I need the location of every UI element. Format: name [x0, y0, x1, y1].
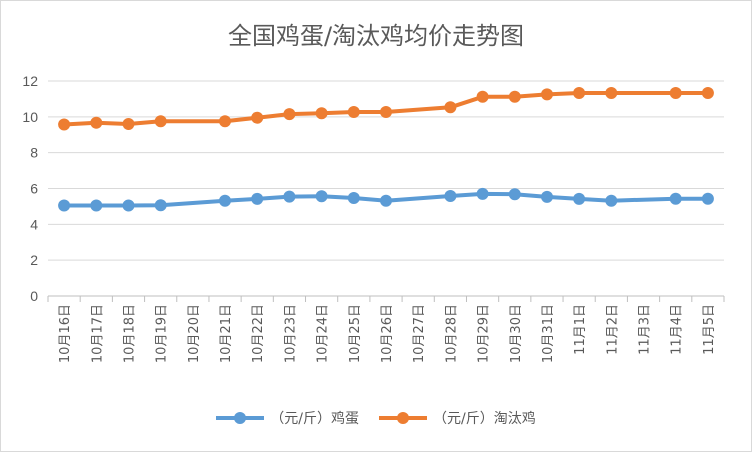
x-tick-label-7: 10月23日 [283, 304, 298, 363]
data-point-1-7 [283, 108, 296, 121]
data-point-0-5 [219, 194, 231, 207]
data-point-1-10 [380, 106, 392, 118]
legend-label-culled-hen: （元/斤）淘汰鸡 [433, 411, 536, 427]
data-point-0-10 [380, 194, 392, 207]
data-point-0-8 [315, 190, 328, 203]
data-point-0-7 [283, 190, 296, 203]
y-tick-label-10: 10 [22, 109, 38, 125]
data-point-0-6 [251, 192, 264, 205]
data-point-0-1 [90, 199, 103, 212]
y-tick-label-12: 12 [22, 73, 38, 89]
data-point-1-0 [58, 118, 71, 131]
data-point-1-5 [219, 115, 231, 128]
x-tick-label-4: 10月20日 [187, 304, 202, 363]
chart-title: 全国鸡蛋/淘汰鸡均价走势图 [227, 22, 525, 50]
x-tick-label-18: 11月3日 [638, 304, 653, 355]
data-point-0-14 [508, 188, 521, 201]
legend: （元/斤）鸡蛋 （元/斤）淘汰鸡 [0, 408, 752, 428]
legend-swatch-egg [216, 409, 265, 427]
data-point-1-6 [251, 111, 264, 124]
data-point-0-3 [154, 199, 167, 212]
x-tick-label-5: 10月21日 [219, 304, 234, 363]
data-point-0-2 [122, 199, 135, 212]
x-tick-label-17: 11月2日 [605, 304, 620, 355]
data-point-1-15 [541, 88, 553, 101]
x-tick-label-10: 10月26日 [380, 304, 395, 363]
y-tick-label-0: 0 [30, 288, 38, 304]
y-tick-label-8: 8 [30, 145, 38, 161]
x-tick-label-14: 10月30日 [509, 304, 524, 363]
data-point-1-16 [573, 87, 586, 99]
data-point-1-13 [476, 90, 489, 103]
x-tick-label-19: 11月4日 [670, 304, 685, 355]
x-tick-label-9: 10月25日 [348, 304, 363, 363]
x-tick-label-1: 10月17日 [90, 304, 105, 363]
x-tick-label-2: 10月18日 [122, 304, 137, 363]
data-point-1-9 [347, 106, 360, 118]
x-tick-label-6: 10月22日 [251, 304, 266, 363]
data-point-1-3 [154, 115, 167, 128]
x-tick-label-13: 10月29日 [477, 304, 492, 363]
data-point-1-2 [122, 118, 135, 130]
y-tick-label-4: 4 [30, 216, 38, 232]
data-point-0-15 [541, 190, 553, 203]
x-tick-label-0: 10月16日 [58, 304, 73, 363]
x-tick-label-8: 10月24日 [316, 304, 331, 363]
data-point-1-12 [444, 101, 457, 114]
y-axis-ticks: 0 2 4 6 8 10 12 [22, 73, 38, 304]
data-point-1-1 [90, 116, 103, 129]
legend-label-egg: （元/斤）鸡蛋 [270, 411, 359, 427]
data-point-0-20 [701, 192, 714, 205]
data-point-1-8 [315, 107, 328, 120]
x-tick-label-20: 11月5日 [702, 304, 717, 355]
legend-marker-culled-hen [397, 412, 409, 424]
x-tick-label-12: 10月28日 [444, 304, 459, 363]
x-tick-label-11: 10月27日 [412, 304, 427, 363]
x-axis-ticks: 10月16日 10月17日 10月18日 10月19日 10月20日 10月21日 10月2… [47, 296, 725, 363]
legend-entry-culled-hen: （元/斤）淘汰鸡 [379, 408, 536, 428]
legend-swatch-culled-hen [379, 409, 427, 427]
data-point-1-20 [701, 87, 714, 99]
legend-entry-egg: （元/斤）鸡蛋 [216, 408, 359, 428]
x-tick-label-3: 10月19日 [155, 304, 170, 363]
data-point-0-0 [58, 199, 71, 212]
data-point-0-9 [347, 192, 360, 204]
data-point-0-12 [444, 190, 457, 202]
x-tick-label-15: 10月31日 [541, 304, 556, 363]
data-point-1-19 [669, 87, 682, 99]
data-point-1-17 [605, 87, 618, 99]
data-point-0-13 [476, 187, 489, 200]
legend-marker-egg [234, 412, 247, 424]
x-tick-label-16: 11月1日 [573, 304, 588, 355]
y-tick-label-2: 2 [30, 252, 38, 268]
data-point-0-16 [573, 192, 586, 205]
data-point-0-19 [669, 192, 682, 205]
data-point-0-17 [605, 194, 618, 207]
data-point-1-14 [508, 90, 521, 103]
series-layer [58, 87, 714, 212]
y-tick-label-6: 6 [30, 181, 38, 197]
